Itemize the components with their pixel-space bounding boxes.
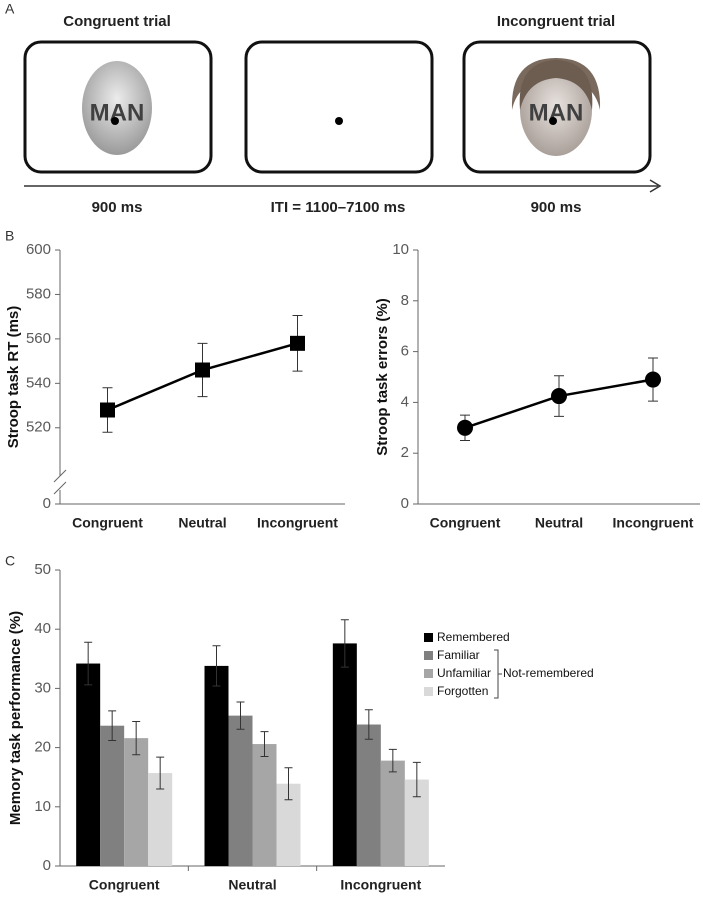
axis-break — [53, 469, 67, 495]
y-tick-label: 20 — [34, 739, 51, 756]
y-tick-label: 40 — [34, 620, 51, 637]
x-tick-label: Incongruent — [613, 515, 694, 531]
marker — [290, 335, 305, 351]
legend-swatch — [424, 687, 433, 696]
y-tick-label: 560 — [26, 330, 51, 347]
x-tick-label: Neutral — [228, 877, 276, 893]
marker — [645, 371, 661, 388]
y-axis-title: Memory task performance (%) — [7, 611, 24, 825]
x-tick-label: Incongruent — [340, 877, 421, 893]
y-axis-title: Stroop task errors (%) — [374, 298, 391, 456]
legend-bracket — [494, 649, 502, 699]
y-tick-label: 580 — [26, 285, 51, 302]
error-bar — [260, 731, 269, 757]
screen — [23, 40, 213, 174]
error-bar — [212, 645, 221, 687]
fixation — [111, 117, 119, 125]
legend-swatch — [424, 651, 433, 660]
legend-label: Remembered — [437, 630, 510, 644]
screen — [462, 40, 652, 174]
x-tick-label: Neutral — [178, 515, 226, 531]
y-tick-label: 0 — [401, 495, 409, 512]
error-bar — [236, 701, 245, 730]
x-tick-label: Congruent — [72, 515, 143, 531]
x-tick-label: Neutral — [535, 515, 583, 531]
marker — [195, 362, 210, 378]
x-tick-label: Congruent — [89, 877, 160, 893]
bar — [76, 663, 101, 866]
y-tick-label: 10 — [34, 798, 51, 815]
bar — [100, 725, 125, 866]
legend-note: Not-remembered — [503, 666, 594, 680]
bar — [228, 715, 253, 866]
trial-title: Incongruent trial — [497, 13, 615, 30]
bar — [252, 744, 277, 866]
panel-label: B — [5, 228, 14, 244]
hair — [519, 60, 593, 110]
panel-label: C — [5, 553, 15, 569]
duration: 900 ms — [531, 199, 582, 216]
face — [82, 61, 152, 155]
arrow-head — [649, 179, 662, 193]
x-tick-label: Incongruent — [257, 515, 338, 531]
face — [520, 64, 592, 156]
error-bar — [132, 721, 141, 756]
bar — [124, 738, 149, 866]
error-bar — [156, 756, 165, 790]
y-tick-label: 0 — [43, 857, 51, 874]
error-bar — [412, 761, 421, 798]
x-tick-label: Congruent — [430, 515, 501, 531]
y-tick-label: 520 — [26, 419, 51, 436]
y-tick-label: 6 — [401, 343, 409, 360]
y-tick-label: 50 — [34, 561, 51, 578]
error-bar — [340, 619, 349, 668]
bar — [380, 760, 405, 866]
legend-swatch — [424, 633, 433, 642]
fixation — [549, 117, 557, 125]
marker — [551, 388, 567, 405]
y-tick-label: 8 — [401, 292, 409, 309]
trial-title: Congruent trial — [63, 13, 171, 30]
fixation — [335, 117, 343, 125]
panel-a: A Congruent trial Incongruent trial MAN … — [5, 1, 662, 216]
bar — [204, 665, 229, 866]
y-tick-label: 30 — [34, 679, 51, 696]
y-tick-label: 600 — [26, 241, 51, 258]
marker — [457, 419, 473, 436]
duration: ITI = 1100–7100 ms — [271, 199, 406, 216]
legend-label: Forgotten — [437, 684, 488, 698]
panel-label: A — [5, 1, 15, 17]
error-bar — [364, 709, 373, 740]
y-tick-label: 0 — [43, 495, 51, 512]
duration: 900 ms — [92, 199, 143, 216]
y-axis-title: Stroop task RT (ms) — [5, 306, 22, 449]
error-bar — [84, 641, 93, 686]
bar — [332, 643, 357, 866]
error-bar — [388, 748, 397, 773]
y-tick-label: 10 — [392, 241, 409, 258]
error-bar — [108, 710, 117, 741]
error-bar — [284, 767, 293, 801]
y-tick-label: 4 — [401, 393, 409, 410]
legend-label: Familiar — [437, 648, 480, 662]
marker — [100, 402, 115, 418]
legend-swatch — [424, 669, 433, 678]
screen — [244, 40, 434, 174]
bar — [356, 724, 381, 866]
legend-label: Unfamiliar — [437, 666, 491, 680]
y-tick-label: 2 — [401, 444, 409, 461]
y-tick-label: 540 — [26, 374, 51, 391]
